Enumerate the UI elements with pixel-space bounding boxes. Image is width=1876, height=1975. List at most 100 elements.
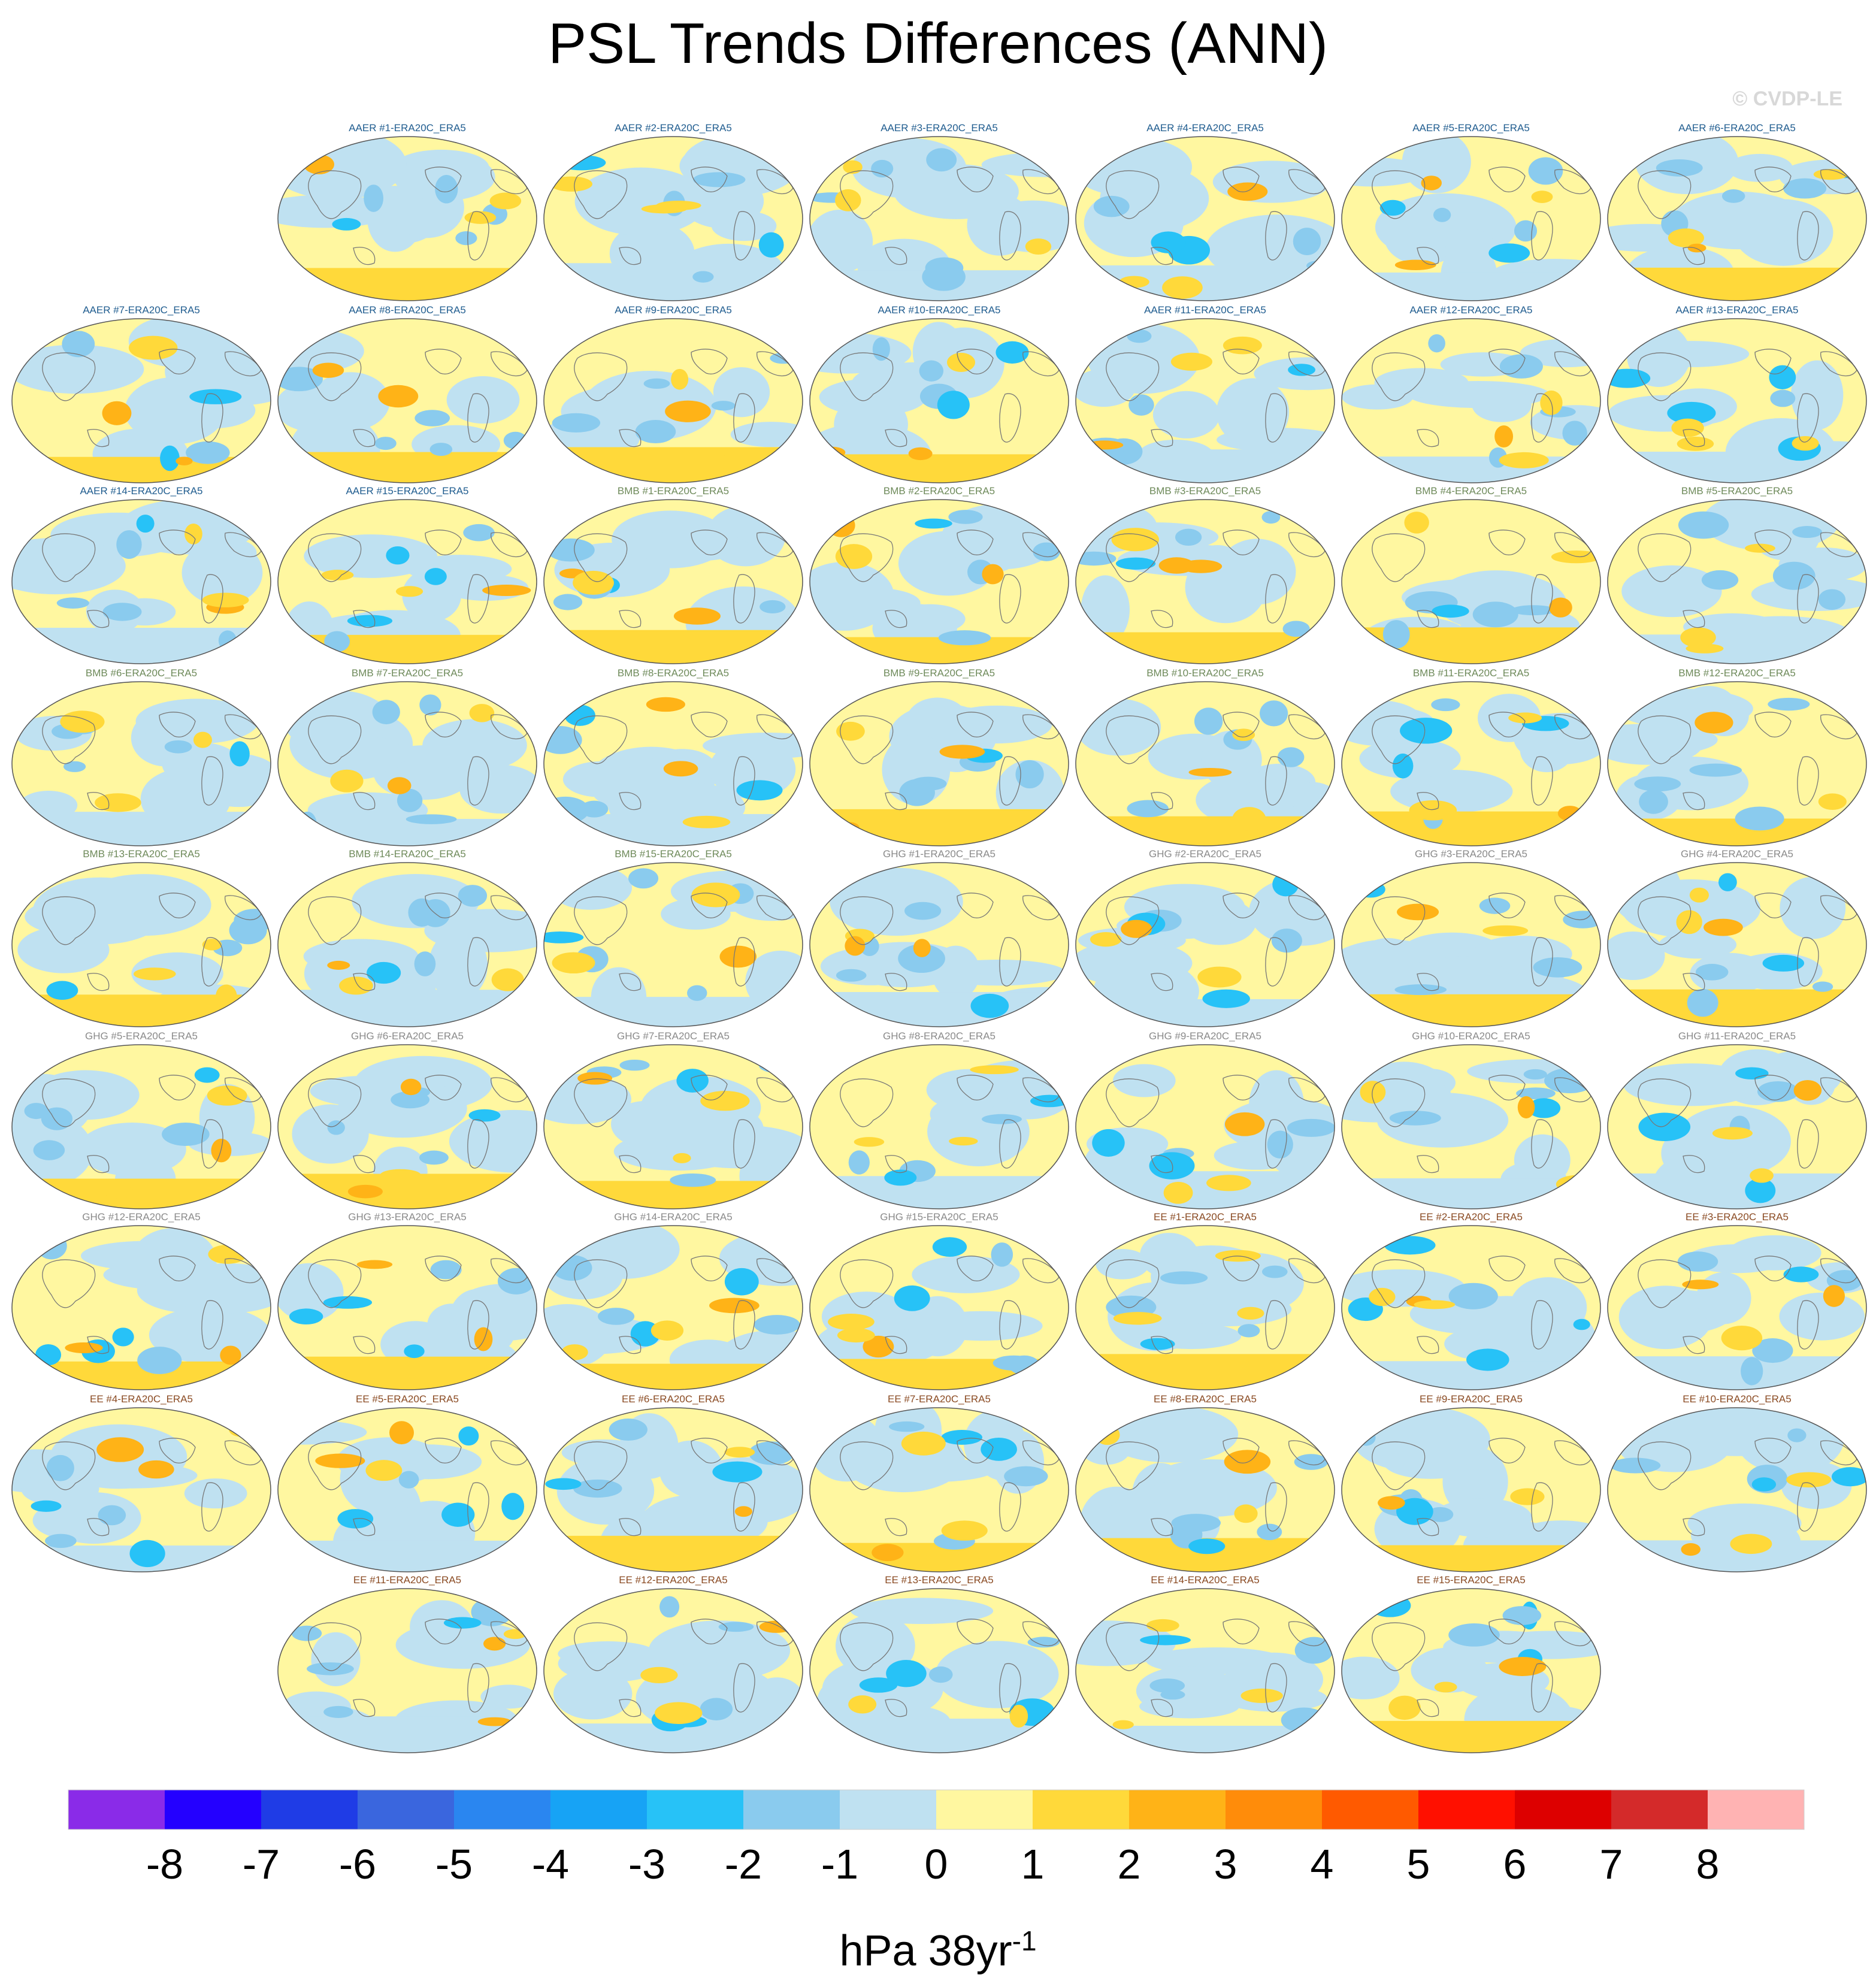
panel-label: BMB #3-ERA20C_ERA5 [1149,485,1261,497]
panel-label: BMB #9-ERA20C_ERA5 [883,667,996,679]
panel-label: EE #4-ERA20C_ERA5 [90,1393,193,1405]
colorbar-tick-label: 7 [1600,1841,1623,1888]
colorbar-swatch [68,1790,165,1829]
colorbar-tick-label: 6 [1503,1841,1527,1888]
world-map [11,1044,271,1209]
colorbar: -8 -7 -6 -5 -4 -3 -2 -1 0 1 2 3 4 5 6 7 8 [0,1779,1876,1959]
world-map [277,862,537,1027]
colorbar-swatch [1418,1790,1515,1829]
panel-label: EE #10-ERA20C_ERA5 [1683,1393,1792,1405]
map-panel: AAER #5-ERA20C_ERA5 [1339,122,1603,303]
map-panel: BMB #1-ERA20C_ERA5 [541,485,805,666]
colorbar-tick-label: 2 [1118,1841,1141,1888]
panel-label: GHG #11-ERA20C_ERA5 [1678,1030,1796,1042]
colorbar-swatch [358,1790,455,1829]
world-map [277,136,537,301]
map-panel: GHG #7-ERA20C_ERA5 [541,1030,805,1211]
colorbar-tick-label: -3 [628,1841,665,1888]
panel-label: AAER #10-ERA20C_ERA5 [878,304,1001,316]
world-map [1341,681,1601,846]
map-panel: BMB #4-ERA20C_ERA5 [1339,485,1603,666]
map-panel: AAER #11-ERA20C_ERA5 [1073,304,1337,485]
world-map [1341,318,1601,483]
colorbar-swatch [165,1790,262,1829]
world-map [1341,1407,1601,1572]
map-panel: GHG #1-ERA20C_ERA5 [807,848,1071,1029]
colorbar-swatch [936,1790,1033,1829]
world-map [1075,1225,1335,1390]
map-panel: GHG #11-ERA20C_ERA5 [1605,1030,1869,1211]
colorbar-tick-label: -4 [532,1841,569,1888]
map-panel: GHG #8-ERA20C_ERA5 [807,1030,1071,1211]
colorbar-tick-label: -8 [146,1841,183,1888]
world-map [11,681,271,846]
map-panel: EE #15-ERA20C_ERA5 [1339,1574,1603,1755]
panel-label: AAER #1-ERA20C_ERA5 [349,122,466,134]
panel-label: GHG #12-ERA20C_ERA5 [82,1211,201,1223]
panel-label: AAER #5-ERA20C_ERA5 [1412,122,1530,134]
colorbar-tick-label: 3 [1214,1841,1237,1888]
panel-label: BMB #8-ERA20C_ERA5 [617,667,730,679]
colorbar-swatch [1708,1790,1805,1829]
panel-label: AAER #6-ERA20C_ERA5 [1678,122,1796,134]
map-panel: EE #8-ERA20C_ERA5 [1073,1393,1337,1574]
panel-label: AAER #7-ERA20C_ERA5 [83,304,200,316]
panel-label: BMB #4-ERA20C_ERA5 [1415,485,1527,497]
map-panel: AAER #14-ERA20C_ERA5 [10,485,273,666]
colorbar-frame [68,1789,1805,1830]
world-map [809,1407,1069,1572]
map-panel: AAER #9-ERA20C_ERA5 [541,304,805,485]
world-map [1607,499,1867,664]
world-map [1075,1407,1335,1572]
panel-label: AAER #13-ERA20C_ERA5 [1675,304,1799,316]
panel-label: EE #3-ERA20C_ERA5 [1686,1211,1789,1223]
world-map [543,681,803,846]
world-map [1607,1407,1867,1572]
map-panel: AAER #2-ERA20C_ERA5 [541,122,805,303]
map-panel: BMB #14-ERA20C_ERA5 [276,848,539,1029]
world-map [543,136,803,301]
panel-label: BMB #15-ERA20C_ERA5 [615,848,732,860]
panel-label: GHG #6-ERA20C_ERA5 [350,1030,464,1042]
panel-label: EE #14-ERA20C_ERA5 [1151,1574,1260,1586]
panel-label: EE #12-ERA20C_ERA5 [619,1574,728,1586]
map-panel: BMB #8-ERA20C_ERA5 [541,667,805,848]
world-map [543,1588,803,1753]
map-panel: EE #5-ERA20C_ERA5 [276,1393,539,1574]
map-panel: BMB #12-ERA20C_ERA5 [1605,667,1869,848]
panel-label: GHG #4-ERA20C_ERA5 [1680,848,1794,860]
panel-label: AAER #2-ERA20C_ERA5 [615,122,732,134]
world-map [11,318,271,483]
world-map [1341,1225,1601,1390]
map-panel: AAER #4-ERA20C_ERA5 [1073,122,1337,303]
world-map [543,318,803,483]
world-map [1607,681,1867,846]
world-map [11,1407,271,1572]
panel-label: AAER #4-ERA20C_ERA5 [1146,122,1264,134]
panel-label: BMB #13-ERA20C_ERA5 [83,848,200,860]
map-panel: GHG #9-ERA20C_ERA5 [1073,1030,1337,1211]
map-panel: EE #9-ERA20C_ERA5 [1339,1393,1603,1574]
panel-label: AAER #8-ERA20C_ERA5 [349,304,466,316]
map-panel: EE #14-ERA20C_ERA5 [1073,1574,1337,1755]
colorbar-tick-label: -2 [725,1841,762,1888]
world-map [277,1225,537,1390]
colorbar-tick-label: 0 [925,1841,948,1888]
world-map [809,1225,1069,1390]
panel-label: BMB #5-ERA20C_ERA5 [1681,485,1793,497]
world-map [543,1407,803,1572]
world-map [277,499,537,664]
world-map [1341,1044,1601,1209]
panel-label: EE #15-ERA20C_ERA5 [1417,1574,1526,1586]
world-map [809,318,1069,483]
colorbar-tick-label: -6 [339,1841,376,1888]
map-panel: EE #2-ERA20C_ERA5 [1339,1211,1603,1392]
world-map [1607,862,1867,1027]
world-map [543,862,803,1027]
map-panel: BMB #5-ERA20C_ERA5 [1605,485,1869,666]
panel-label: BMB #2-ERA20C_ERA5 [883,485,996,497]
panel-label: GHG #14-ERA20C_ERA5 [614,1211,733,1223]
world-map [1075,318,1335,483]
map-panel: EE #1-ERA20C_ERA5 [1073,1211,1337,1392]
map-panel: GHG #10-ERA20C_ERA5 [1339,1030,1603,1211]
